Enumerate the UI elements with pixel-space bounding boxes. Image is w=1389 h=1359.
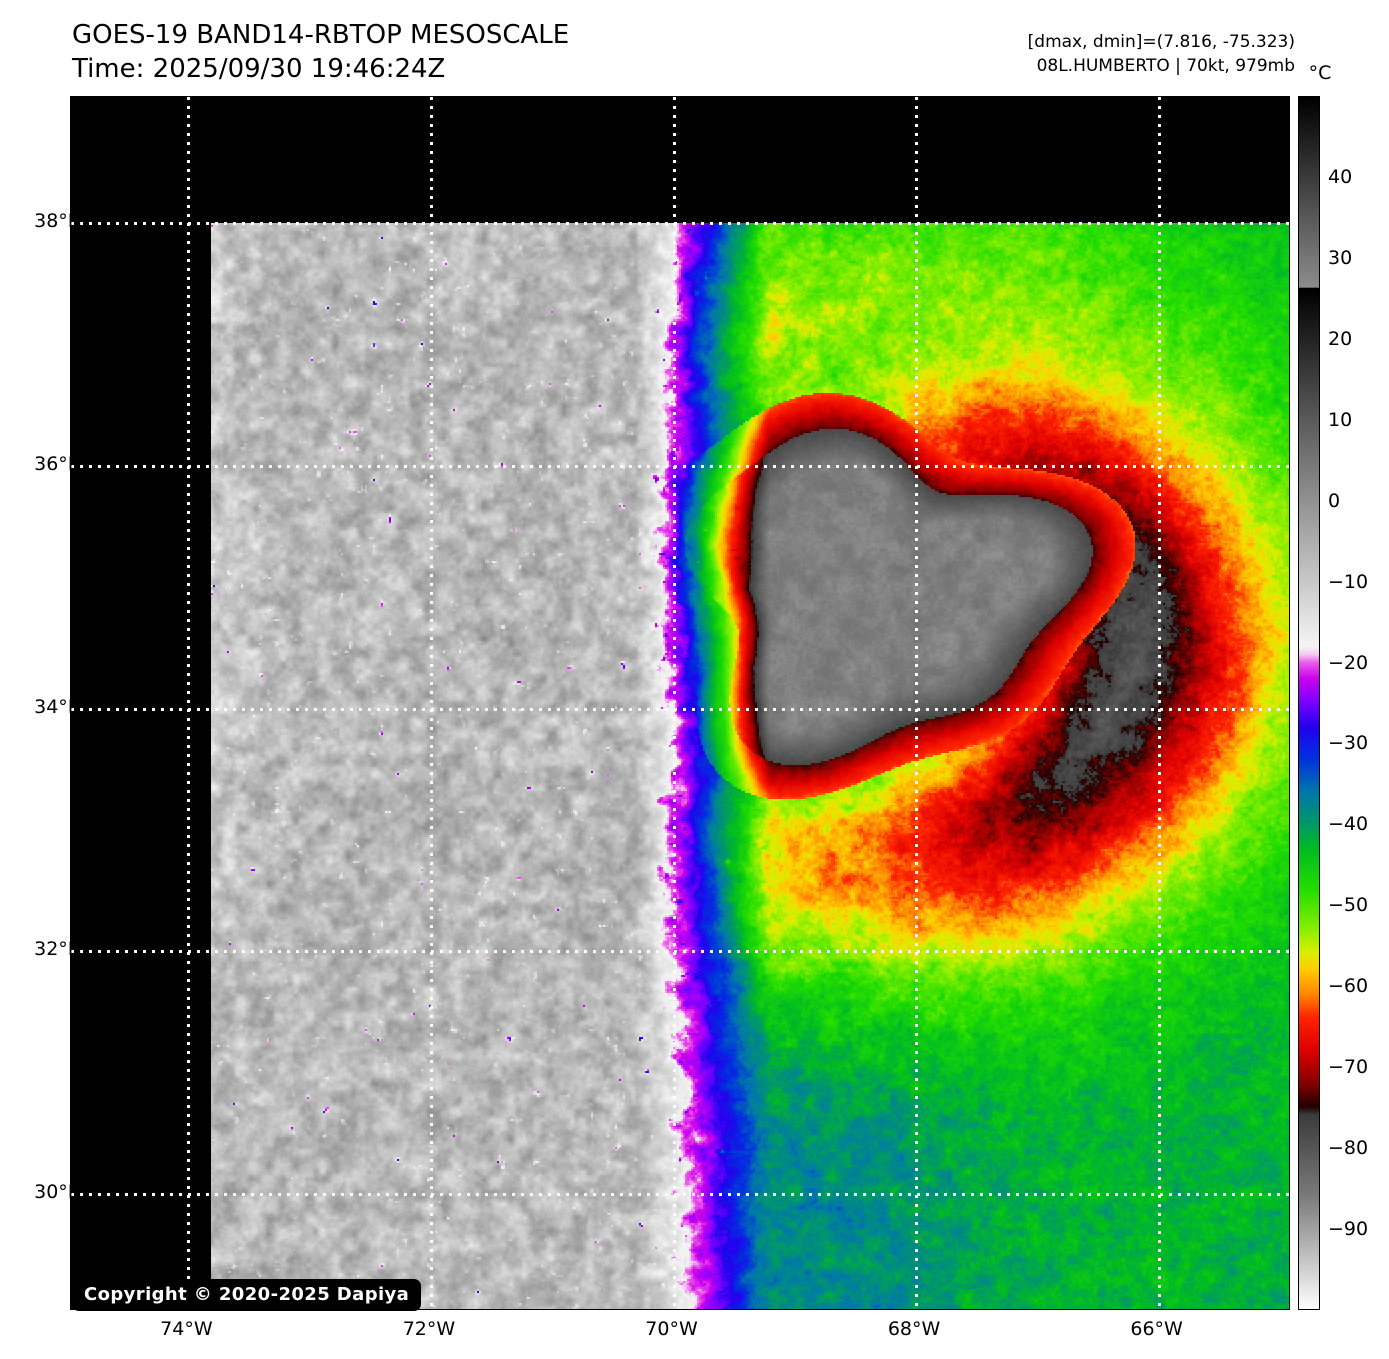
colorbar-tick-10: −60 [1328, 975, 1369, 998]
colorbar-tick-11: −70 [1328, 1056, 1369, 1079]
latitude-tick-2: 34°N [34, 695, 82, 718]
colorbar-tick-0: 40 [1328, 165, 1353, 188]
satellite-imagery-canvas [71, 97, 1289, 1309]
dminmax-label: [dmax, dmin]=(7.816, -75.323) [1027, 32, 1295, 52]
colorbar-tick-1: 30 [1328, 246, 1353, 269]
longitude-tick-3: 68°W [887, 1318, 941, 1340]
colorbar-gradient [1299, 97, 1319, 1309]
storm-info-label: 08L.HUMBERTO | 70kt, 979mb [1036, 56, 1295, 76]
latitude-tick-3: 32°N [34, 938, 82, 961]
colorbar[interactable] [1298, 96, 1320, 1310]
longitude-tick-1: 72°W [402, 1318, 456, 1340]
colorbar-tick-12: −80 [1328, 1137, 1369, 1160]
colorbar-tick-7: −30 [1328, 732, 1369, 755]
satellite-plot-frame[interactable] [70, 96, 1290, 1310]
longitude-tick-0: 74°W [160, 1318, 213, 1340]
colorbar-tick-4: 0 [1328, 489, 1341, 512]
colorbar-tick-6: −20 [1328, 651, 1369, 674]
colorbar-tick-5: −10 [1328, 570, 1369, 593]
timestamp-label: Time: 2025/09/30 19:46:24Z [72, 54, 446, 84]
colorbar-tick-9: −50 [1328, 894, 1369, 917]
header-meta-block: [dmax, dmin]=(7.816, -75.323) 08L.HUMBER… [875, 30, 1295, 78]
colorbar-tick-2: 20 [1328, 327, 1353, 350]
latitude-tick-0: 38°N [34, 210, 82, 233]
colorbar-unit-label: °C [1308, 62, 1332, 84]
longitude-tick-4: 66°W [1130, 1318, 1183, 1340]
copyright-watermark: Copyright © 2020-2025 Dapiya [72, 1279, 422, 1311]
header-title-block: GOES-19 BAND14-RBTOP MESOSCALE Time: 202… [72, 18, 772, 86]
latitude-tick-1: 36°N [34, 452, 82, 475]
longitude-tick-2: 70°W [645, 1318, 698, 1340]
colorbar-tick-13: −90 [1328, 1218, 1369, 1241]
page-title: GOES-19 BAND14-RBTOP MESOSCALE [72, 20, 570, 50]
colorbar-tick-8: −40 [1328, 813, 1369, 836]
colorbar-tick-3: 10 [1328, 408, 1353, 431]
latitude-tick-4: 30°N [34, 1181, 82, 1204]
